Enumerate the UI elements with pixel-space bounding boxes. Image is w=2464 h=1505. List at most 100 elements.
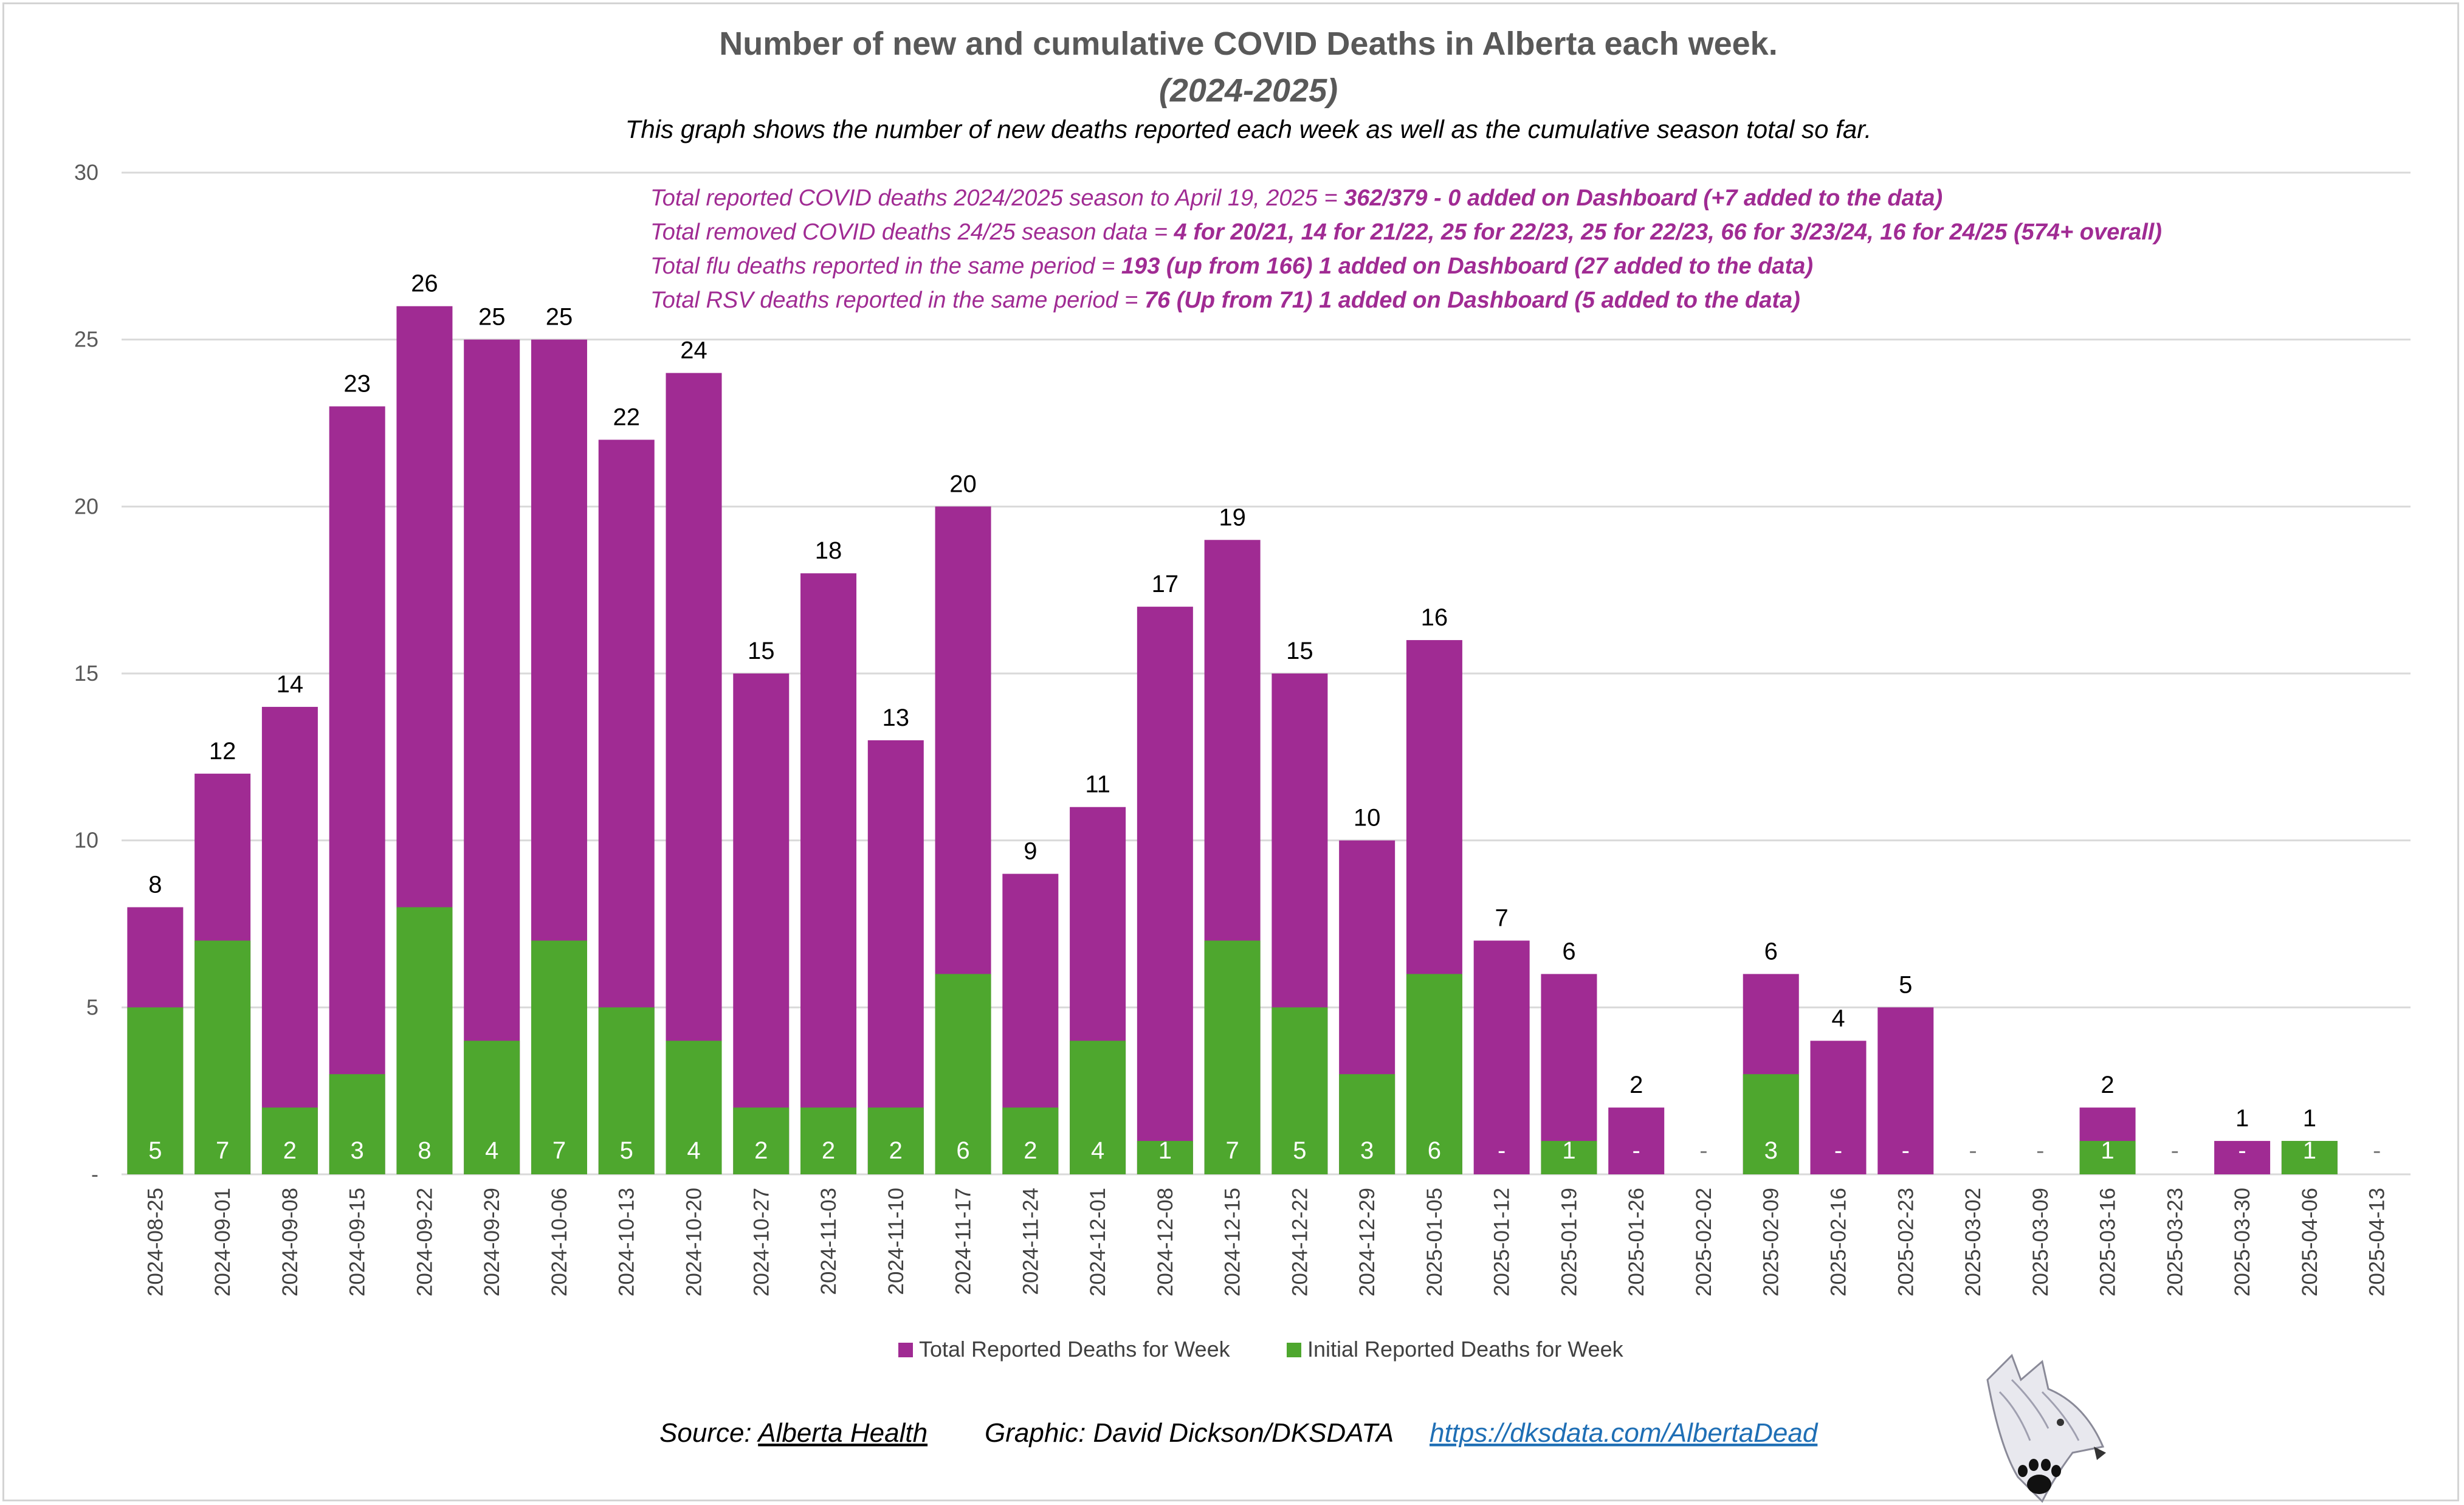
annotation-note: Total removed COVID deaths 24/25 season … — [650, 219, 2162, 245]
x-tick-label: 2024-12-22 — [1288, 1188, 1312, 1297]
bar-initial — [1339, 1074, 1395, 1174]
footer-source-prefix: Source: — [659, 1418, 758, 1448]
bar-initial — [598, 1007, 655, 1174]
bar-total — [329, 406, 385, 1174]
total-data-label: 1 — [2235, 1105, 2249, 1132]
chart-description: This graph shows the number of new death… — [625, 115, 1872, 143]
bar-initial — [1137, 1141, 1193, 1174]
bar-initial — [1204, 940, 1261, 1174]
initial-data-label: 1 — [2303, 1137, 2316, 1164]
initial-data-label: 7 — [1225, 1137, 1239, 1164]
bar-initial — [800, 1107, 857, 1174]
total-data-label: 11 — [1085, 771, 1110, 798]
total-data-label: 15 — [1286, 638, 1313, 664]
total-data-label: 17 — [1152, 571, 1179, 598]
initial-data-label: 4 — [1091, 1137, 1104, 1164]
y-tick-label: 25 — [74, 327, 98, 352]
chart-title: Number of new and cumulative COVID Death… — [719, 26, 1777, 62]
total-data-label: 20 — [949, 470, 977, 497]
x-tick-label: 2024-11-24 — [1019, 1188, 1042, 1295]
total-data-label: 2 — [2101, 1072, 2114, 1098]
bar-initial — [261, 1107, 318, 1174]
x-tick-label: 2024-09-08 — [278, 1188, 302, 1297]
initial-data-label: 7 — [216, 1137, 229, 1164]
initial-data-label: 1 — [2101, 1137, 2114, 1164]
bar-initial — [464, 1041, 520, 1174]
bar-total — [666, 373, 722, 1174]
legend: Total Reported Deaths for Week Initial R… — [898, 1337, 1624, 1362]
total-data-label: 25 — [478, 304, 506, 331]
total-data-label: 7 — [1495, 904, 1509, 931]
initial-data-label: 3 — [1764, 1137, 1778, 1164]
footer-source-link: Alberta Health — [756, 1418, 927, 1448]
initial-data-label: 5 — [1293, 1137, 1306, 1164]
x-tick-label: 2024-09-15 — [346, 1188, 370, 1297]
wolf-with-paw-print-icon — [1986, 1354, 2106, 1503]
x-tick-label: 2024-09-22 — [413, 1188, 436, 1297]
bar-initial — [1002, 1107, 1059, 1174]
total-data-label: 15 — [748, 638, 775, 664]
x-tick-label: 2024-11-03 — [817, 1188, 841, 1295]
initial-data-label: 2 — [754, 1137, 768, 1164]
x-tick-label: 2025-03-16 — [2096, 1188, 2120, 1297]
total-data-label: 1 — [2303, 1105, 2316, 1132]
initial-data-label: 2 — [283, 1137, 297, 1164]
x-tick-label: 2025-04-06 — [2298, 1188, 2322, 1297]
bar-initial — [1272, 1007, 1328, 1174]
x-axis: 2024-08-25 2024-09-01 2024-09-08 2024-09-15… — [143, 1188, 2389, 1297]
initial-data-label: - — [2238, 1137, 2246, 1164]
bar-total — [464, 339, 520, 1174]
initial-data-label: 2 — [822, 1137, 835, 1164]
legend-swatch-total — [898, 1343, 913, 1357]
initial-data-label: - — [2171, 1137, 2179, 1164]
x-tick-label: 2024-12-08 — [1154, 1188, 1177, 1297]
x-tick-label: 2024-10-06 — [548, 1188, 571, 1297]
footer-url-link[interactable]: https://dksdata.com/AlbertaDead — [1430, 1418, 1819, 1448]
initial-data-label: 7 — [552, 1137, 566, 1164]
total-data-label: 18 — [815, 537, 842, 564]
legend-label-total: Total Reported Deaths for Week — [919, 1337, 1231, 1362]
total-data-label: 4 — [1831, 1005, 1845, 1031]
x-tick-label: 2025-03-23 — [2163, 1188, 2187, 1297]
bar-initial — [867, 1107, 924, 1174]
annotation-note: Total flu deaths reported in the same pe… — [650, 253, 1813, 279]
bar-initial — [733, 1107, 790, 1174]
x-tick-label: 2025-01-26 — [1625, 1188, 1648, 1297]
initial-data-label: 2 — [889, 1137, 903, 1164]
x-tick-label: 2024-10-13 — [615, 1188, 639, 1297]
y-tick-label: 30 — [74, 160, 98, 185]
y-tick-label: 15 — [74, 661, 98, 686]
total-data-label: 2 — [1629, 1072, 1643, 1098]
bar-initial — [127, 1007, 184, 1174]
total-data-label: 25 — [546, 304, 573, 331]
x-tick-label: 2025-03-02 — [1961, 1188, 1985, 1297]
total-data-label: 22 — [613, 404, 640, 430]
x-tick-label: 2024-09-29 — [480, 1188, 504, 1297]
x-tick-label: 2024-08-25 — [143, 1188, 167, 1297]
legend-swatch-initial — [1287, 1343, 1301, 1357]
annotation-notes: Total reported COVID deaths 2024/2025 se… — [650, 185, 2162, 313]
initial-data-label: - — [1498, 1137, 1506, 1164]
x-tick-label: 2025-01-05 — [1423, 1188, 1447, 1297]
footer-source: Source: Alberta Health — [659, 1418, 927, 1448]
bar-total — [1810, 1041, 1867, 1174]
footer: Source: Alberta Health Graphic: David Di… — [659, 1418, 1819, 1448]
bar-initial — [1070, 1041, 1126, 1174]
x-tick-label: 2024-10-20 — [683, 1188, 706, 1297]
bar-initial — [2079, 1141, 2136, 1174]
y-tick-label: 10 — [74, 828, 98, 853]
initial-data-label: - — [2036, 1137, 2044, 1164]
bar-total — [800, 573, 857, 1174]
bar-total — [867, 740, 924, 1174]
bar-initial — [1406, 974, 1462, 1174]
bar-total — [2214, 1141, 2271, 1174]
total-data-label: 24 — [680, 337, 707, 364]
initial-data-label: 3 — [1360, 1137, 1374, 1164]
annotation-note: Total RSV deaths reported in the same pe… — [650, 288, 1800, 313]
x-tick-label: 2024-12-01 — [1086, 1188, 1110, 1297]
footer-graphic-credit: Graphic: David Dickson/DKSDATA — [985, 1418, 1394, 1448]
initial-data-label: - — [2373, 1137, 2381, 1164]
initial-data-label: 4 — [687, 1137, 700, 1164]
total-data-label: 8 — [148, 872, 162, 898]
